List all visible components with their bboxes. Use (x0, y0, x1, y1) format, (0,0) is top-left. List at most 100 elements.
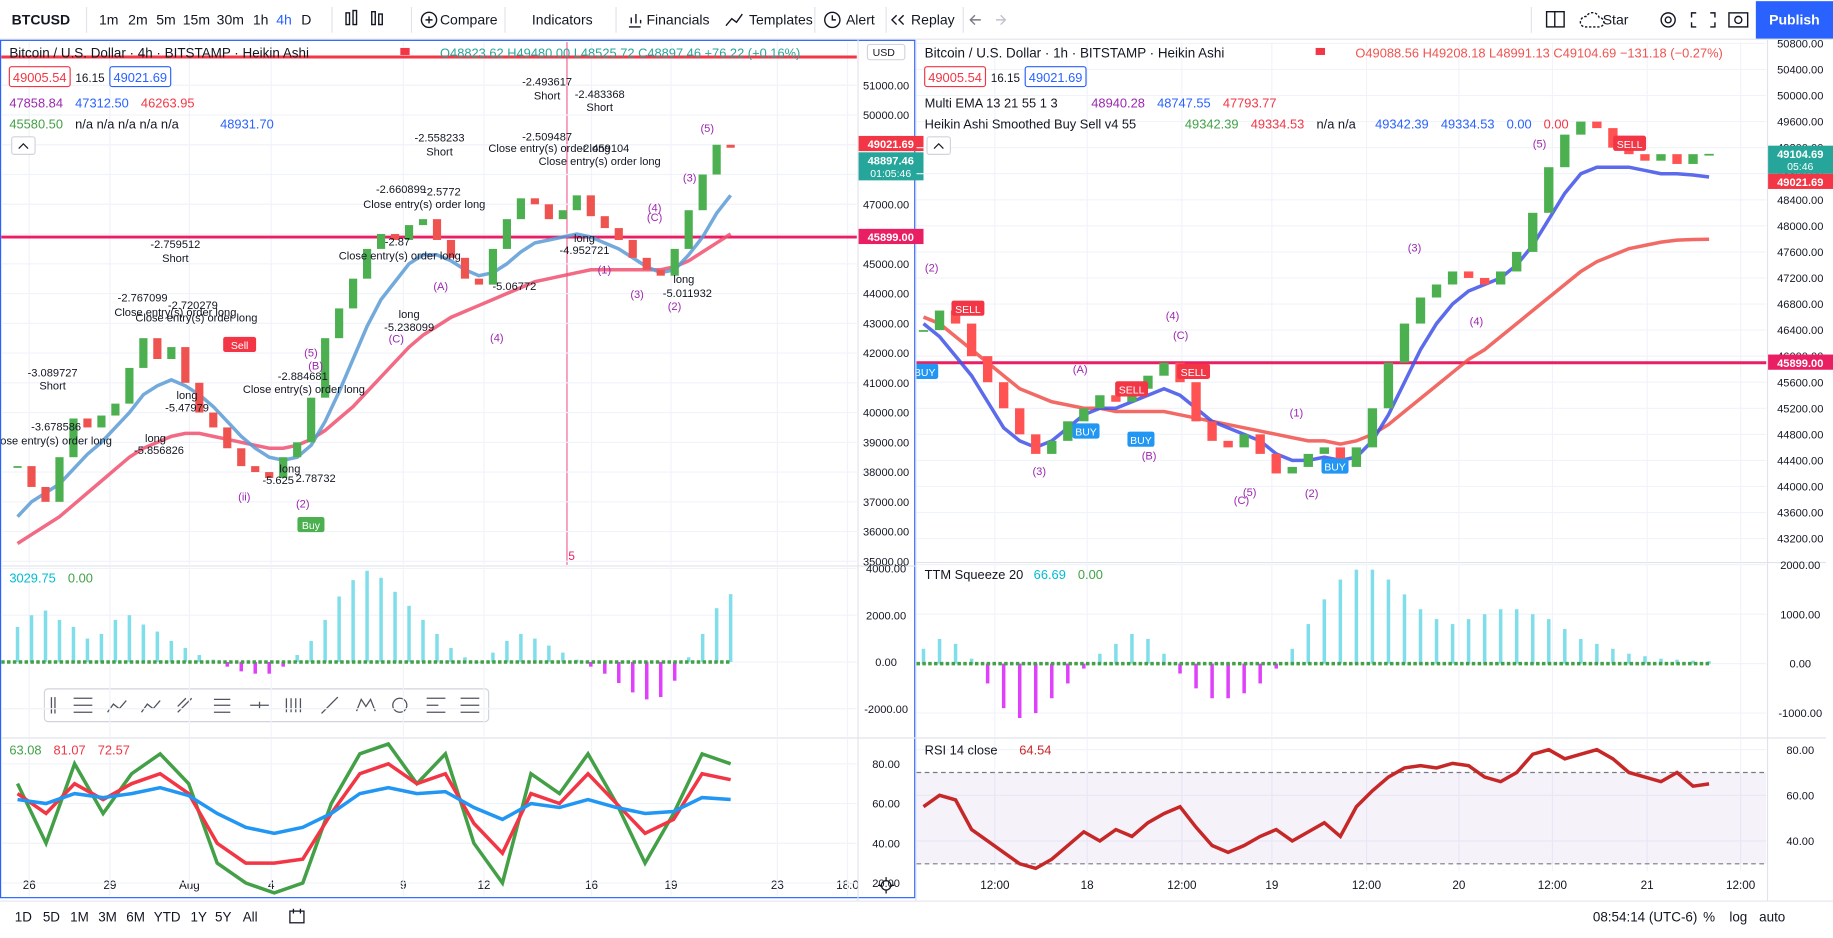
ask-price[interactable]: 49021.69 (1029, 70, 1083, 85)
y-tick-label: 80.00 (1786, 745, 1814, 757)
candle (1528, 212, 1538, 252)
trade-label: Close entry(s) order long (135, 313, 257, 325)
trade-label: -2.767099 (118, 293, 168, 305)
interval-button[interactable]: 4h (276, 12, 292, 28)
currency-box (866, 43, 906, 61)
candle (223, 427, 232, 449)
toolbar-button[interactable]: Replay (911, 12, 955, 28)
interval-button[interactable]: 5m (156, 12, 175, 28)
histogram-bar (421, 619, 425, 662)
candle (307, 397, 316, 443)
legend-value: 45580.50 (9, 117, 63, 132)
interval-button[interactable]: D (301, 12, 311, 28)
wave-label: (C) (647, 212, 662, 224)
osc-pane (1, 567, 857, 737)
histogram-bar (1194, 663, 1198, 689)
trade-label: -3.678586 (31, 421, 81, 433)
publish-button[interactable] (1755, 1, 1833, 39)
candle (628, 239, 637, 258)
oscillator-line (15, 741, 732, 895)
price-tag (1767, 173, 1833, 189)
publish-label[interactable]: Publish (1769, 12, 1820, 28)
collapse-button[interactable] (11, 136, 36, 155)
moving-average (922, 165, 1710, 463)
candle (982, 356, 993, 383)
bid-price[interactable]: 49005.54 (13, 70, 67, 85)
histogram-bar (393, 591, 397, 662)
y-tick-label: 36000.00 (863, 527, 909, 539)
candle (1415, 297, 1426, 324)
signal-box (1115, 381, 1149, 397)
x-tick-label: 20 (1452, 879, 1465, 892)
toolbar-button[interactable]: Templates (749, 12, 813, 28)
y-tick-label: 2000.00 (866, 610, 906, 622)
symbol[interactable]: BTCUSD (12, 12, 70, 28)
layout-name[interactable]: Star (1603, 12, 1629, 28)
wave-label: (3) (1032, 466, 1046, 478)
interval-button[interactable]: 2m (128, 12, 147, 28)
candle (950, 310, 961, 324)
y-tick-label: 35000.00 (863, 556, 909, 568)
y-tick-label: 39000.00 (863, 437, 909, 449)
toolbar-button[interactable]: Indicators (532, 12, 593, 28)
interval-button[interactable]: 15m (183, 12, 210, 28)
x-tick-label: 12:00 (1352, 879, 1382, 892)
log-toggle[interactable]: log (1729, 910, 1747, 925)
range-button[interactable]: 5Y (215, 910, 231, 925)
price-tag-label: 49021.69 (868, 139, 914, 151)
histogram-bar (589, 661, 593, 667)
bottom-bar (0, 901, 1833, 938)
signal-label: BUY (1075, 427, 1097, 439)
range-button[interactable]: All (243, 910, 258, 925)
range-button[interactable]: YTD (154, 910, 181, 925)
y-tick-label: 38000.00 (863, 467, 909, 479)
histogram-bar (1691, 660, 1695, 664)
interval-button[interactable]: 30m (217, 12, 244, 28)
histogram-bar (1563, 629, 1567, 664)
range-button[interactable]: 1Y (191, 910, 207, 925)
y-tick-label: 47200.00 (1777, 273, 1823, 285)
candle (1624, 147, 1634, 155)
percent-toggle[interactable]: % (1703, 910, 1715, 925)
histogram-bar (728, 594, 733, 662)
collapse-icon (933, 143, 944, 149)
wave-label: (B) (308, 361, 323, 373)
range-button[interactable]: 1M (70, 910, 89, 925)
y-tick-label: 50000.00 (1777, 91, 1823, 103)
range-button[interactable]: 1D (15, 910, 32, 925)
candle (1672, 154, 1682, 164)
y-tick-label: 45000.00 (863, 259, 909, 271)
ask-price[interactable]: 49021.69 (113, 70, 167, 85)
toolbar-button[interactable]: Financials (646, 12, 709, 28)
trade-label: -2.558233 (415, 133, 465, 145)
auto-toggle[interactable]: auto (1759, 910, 1785, 925)
histogram-bar (672, 661, 677, 681)
collapse-button[interactable] (926, 136, 951, 155)
trade-label: long (399, 309, 420, 321)
legend-value: 0.00 (68, 570, 93, 585)
range-button[interactable]: 3M (98, 910, 117, 925)
currency-label: USD (873, 47, 896, 59)
trade-label: -2.483368 (575, 89, 625, 101)
wave-label: (5) (1243, 487, 1257, 499)
legend-value: 47312.50 (75, 96, 129, 111)
histogram-bar (519, 633, 523, 662)
candle (1223, 440, 1233, 448)
range-button[interactable]: 5D (43, 910, 60, 925)
bid-price[interactable]: 49005.54 (928, 70, 982, 85)
interval-button[interactable]: 1h (253, 12, 269, 28)
oscillator-line (16, 761, 731, 865)
histogram-bar (1514, 609, 1519, 664)
candle (376, 234, 386, 249)
candle (97, 415, 106, 428)
toolbar-button[interactable]: Compare (440, 12, 498, 28)
legend-value: 48747.55 (1157, 96, 1211, 111)
y-tick-label: 47000.00 (863, 199, 909, 211)
toolbar-button[interactable]: Alert (846, 12, 875, 28)
trade-label: Short (426, 147, 453, 159)
candle (181, 347, 190, 383)
range-button[interactable]: 6M (126, 910, 145, 925)
interval-button[interactable]: 1m (99, 12, 118, 28)
trade-label: -2.759512 (150, 239, 200, 251)
x-tick-label: 21 (1641, 879, 1654, 892)
